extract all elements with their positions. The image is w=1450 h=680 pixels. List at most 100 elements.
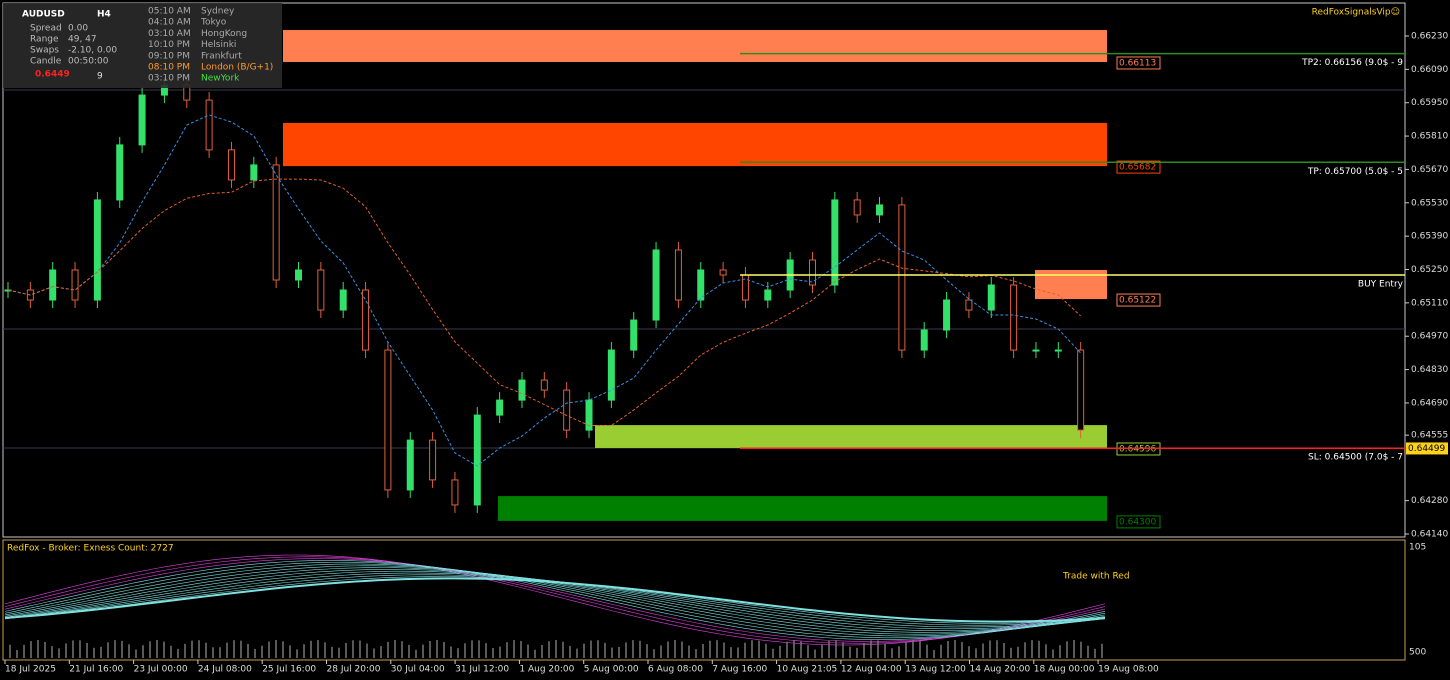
candle xyxy=(93,199,101,301)
tick-label: 0.64555 xyxy=(1411,431,1448,441)
tick-label: 0.64970 xyxy=(1411,332,1448,342)
date-label: 31 Jul 12:00 xyxy=(455,665,509,675)
candle xyxy=(563,389,571,431)
candle xyxy=(898,204,906,351)
level-label: BUY Entry xyxy=(1358,279,1404,289)
candle xyxy=(540,379,548,391)
candle xyxy=(652,249,660,321)
candle xyxy=(831,199,839,286)
tick-label: 0.65670 xyxy=(1411,165,1448,175)
zone xyxy=(283,30,1107,62)
price-digit: 9 xyxy=(97,72,103,82)
info-panel xyxy=(3,3,282,88)
zone-label: 0.64300 xyxy=(1119,517,1156,527)
candle xyxy=(1010,284,1018,351)
info-label: Candle xyxy=(30,57,62,67)
date-label: 23 Jul 00:00 xyxy=(134,665,188,675)
tick-label: 0.64140 xyxy=(1411,530,1448,540)
moving-average xyxy=(7,178,1081,426)
banner: Trade with Red xyxy=(1062,572,1130,582)
candle xyxy=(71,269,79,301)
candle xyxy=(49,269,57,301)
session-city: Helsinki xyxy=(201,40,236,50)
candle xyxy=(965,299,973,311)
zone-label-box xyxy=(1116,515,1161,529)
candle xyxy=(808,259,816,286)
date-label: 1 Aug 20:00 xyxy=(519,665,574,675)
date-label: 10 Aug 21:05 xyxy=(777,665,838,675)
ribbon xyxy=(4,560,1106,640)
zone-label: 0.65122 xyxy=(1119,296,1156,306)
zone xyxy=(283,122,1107,167)
moving-average xyxy=(7,114,1082,467)
tick-label: 0.65250 xyxy=(1411,265,1448,275)
candle xyxy=(943,299,951,331)
session-city: Frankfurt xyxy=(201,51,242,61)
tick-label: 0.66090 xyxy=(1411,65,1448,75)
zone-label-box xyxy=(1116,293,1161,307)
date-label: 19 Aug 08:00 xyxy=(1098,665,1159,675)
tick-label: 0.65950 xyxy=(1411,98,1448,108)
candle xyxy=(384,349,392,491)
level-label: SL: 0.64500 (7.0$ - 7 xyxy=(1308,453,1403,463)
candle xyxy=(585,399,593,431)
session-city: London (B/G+1) xyxy=(201,63,273,73)
candle xyxy=(227,149,235,181)
candle xyxy=(607,349,615,401)
session-city: HongKong xyxy=(201,29,247,39)
date-label: 13 Aug 12:00 xyxy=(905,665,966,675)
indicator-top: 105 xyxy=(1409,543,1426,553)
info-value: 49, 47 xyxy=(68,35,97,45)
date-label: 18 Jul 2025 xyxy=(5,665,56,675)
current-price-box xyxy=(1406,442,1448,455)
info-label: Swaps xyxy=(30,46,59,56)
zone xyxy=(498,496,1107,521)
date-label: 24 Jul 08:00 xyxy=(198,665,252,675)
zone-label: 0.65682 xyxy=(1119,163,1156,173)
date-label: 14 Aug 20:00 xyxy=(970,665,1031,675)
ribbon xyxy=(4,554,1106,646)
session-time: 09:10 PM xyxy=(148,51,190,61)
zone-label: 0.64596 xyxy=(1119,444,1156,454)
current-price: 0.64499 xyxy=(1408,444,1445,454)
info-value: 00:50:00 xyxy=(68,57,109,67)
tick-label: 0.65810 xyxy=(1411,132,1448,142)
level-label: TP2: 0.66156 (9.0$ - 9 xyxy=(1301,58,1403,68)
date-label: 7 Aug 16:00 xyxy=(712,665,767,675)
candle xyxy=(429,439,437,481)
tick-label: 0.64280 xyxy=(1411,496,1448,506)
candle xyxy=(317,269,325,311)
candle xyxy=(876,204,884,216)
candle xyxy=(630,319,638,351)
clip-right xyxy=(1406,0,1450,680)
symbol: AUDUSD xyxy=(22,10,65,20)
zone xyxy=(595,425,1107,448)
ribbon xyxy=(4,556,1106,644)
session-time: 08:10 PM xyxy=(148,63,190,73)
candle xyxy=(295,269,303,281)
ribbon xyxy=(4,558,1106,642)
candle xyxy=(272,164,280,281)
date-label: 25 Jul 16:00 xyxy=(262,665,316,675)
indicator-frame xyxy=(2,539,1406,661)
candle xyxy=(339,289,347,311)
candle xyxy=(205,99,213,151)
date-label: 21 Jul 16:00 xyxy=(69,665,123,675)
candle xyxy=(674,249,682,301)
tick-label: 0.65390 xyxy=(1411,232,1448,242)
date-label: 28 Jul 20:00 xyxy=(327,665,381,675)
candle xyxy=(920,329,928,351)
candle xyxy=(518,379,526,401)
candle xyxy=(362,289,370,351)
zone-label-box xyxy=(1116,56,1161,70)
session-city: Tokyo xyxy=(200,18,227,28)
session-time: 03:10 PM xyxy=(148,74,190,84)
candle xyxy=(406,439,414,491)
timeframe: H4 xyxy=(97,10,111,20)
candle xyxy=(451,479,459,506)
session-time: 03:10 AM xyxy=(148,29,191,39)
ribbon xyxy=(4,563,1106,637)
candle xyxy=(250,164,258,181)
